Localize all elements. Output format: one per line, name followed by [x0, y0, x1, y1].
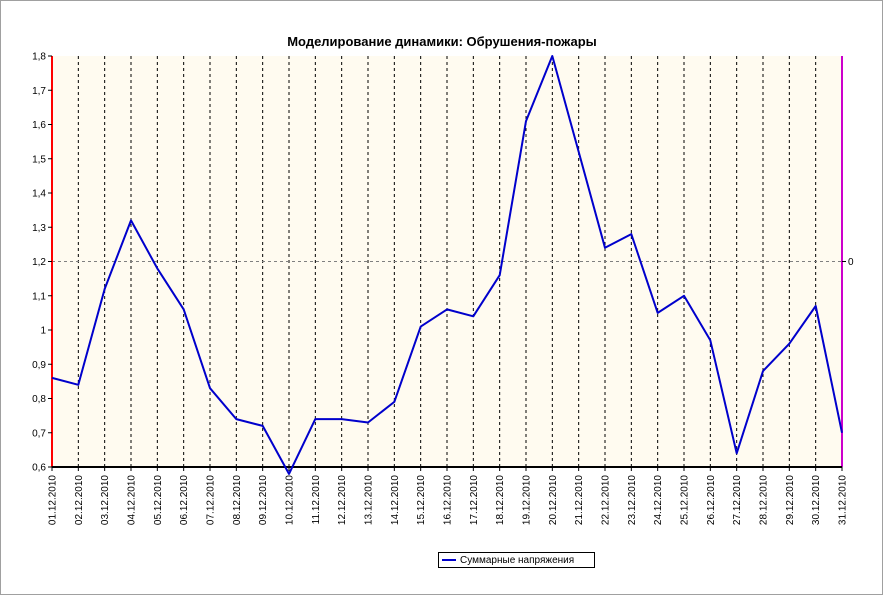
y-tick-label: 1,8 [32, 52, 46, 63]
x-tick-label: 08.12.2010 [232, 475, 243, 525]
y-tick-label: 1,2 [32, 257, 46, 268]
y-tick-label: 0,7 [32, 428, 46, 439]
legend-label: Суммарные напряжения [460, 554, 575, 566]
x-tick-label: 27.12.2010 [732, 475, 743, 525]
x-tick-label: 03.12.2010 [100, 475, 111, 525]
y-tick-label: 1,3 [32, 223, 46, 234]
x-tick-label: 04.12.2010 [127, 475, 138, 525]
x-tick-label: 18.12.2010 [495, 475, 506, 525]
x-tick-label: 15.12.2010 [416, 475, 427, 525]
chart-title: Моделирование динамики: Обрушения-пожары [287, 34, 597, 49]
x-tick-label: 01.12.2010 [48, 475, 59, 525]
y-tick-label: 1,7 [32, 86, 46, 97]
y-tick-label: 1,1 [32, 291, 46, 302]
x-tick-label: 16.12.2010 [443, 475, 454, 525]
x-tick-label: 19.12.2010 [522, 475, 533, 525]
x-tick-label: 06.12.2010 [179, 475, 190, 525]
x-tick-label: 26.12.2010 [706, 475, 717, 525]
x-tick-label: 17.12.2010 [469, 475, 480, 525]
x-tick-label: 28.12.2010 [759, 475, 770, 525]
x-tick-label: 10.12.2010 [285, 475, 296, 525]
y-tick-label: 0,6 [32, 463, 46, 474]
x-tick-label: 23.12.2010 [627, 475, 638, 525]
x-tick-label: 20.12.2010 [548, 475, 559, 525]
x-tick-label: 07.12.2010 [206, 475, 217, 525]
x-tick-label: 21.12.2010 [574, 475, 585, 525]
x-tick-label: 11.12.2010 [311, 475, 322, 525]
x-tick-label: 12.12.2010 [337, 475, 348, 525]
x-tick-label: 02.12.2010 [74, 475, 85, 525]
x-tick-label: 30.12.2010 [811, 475, 822, 525]
right-axis-label: 0 [848, 257, 854, 268]
y-tick-label: 0,9 [32, 360, 46, 371]
x-tick-label: 14.12.2010 [390, 475, 401, 525]
y-tick-label: 1,5 [32, 154, 46, 165]
x-tick-label: 31.12.2010 [838, 475, 849, 525]
x-tick-label: 25.12.2010 [680, 475, 691, 525]
x-tick-label: 05.12.2010 [153, 475, 164, 525]
x-tick-label: 24.12.2010 [653, 475, 664, 525]
series-line [51, 55, 843, 475]
y-tick-label: 1 [40, 326, 46, 337]
legend-swatch [442, 559, 456, 561]
y-tick-label: 1,4 [32, 189, 46, 200]
legend: Суммарные напряжения [438, 552, 595, 568]
y-tick-label: 1,6 [32, 120, 46, 131]
x-tick-label: 09.12.2010 [258, 475, 269, 525]
x-tick-label: 22.12.2010 [601, 475, 612, 525]
plot-area: 0,6 0,7 0,8 0,9 1 1,1 1,2 1,3 1,4 1,5 1,6 1,7 1,8 0 01… [32, 52, 854, 526]
y-tick-label: 0,8 [32, 394, 46, 405]
x-tick-label: 13.12.2010 [364, 475, 375, 525]
x-tick-label: 29.12.2010 [785, 475, 796, 525]
